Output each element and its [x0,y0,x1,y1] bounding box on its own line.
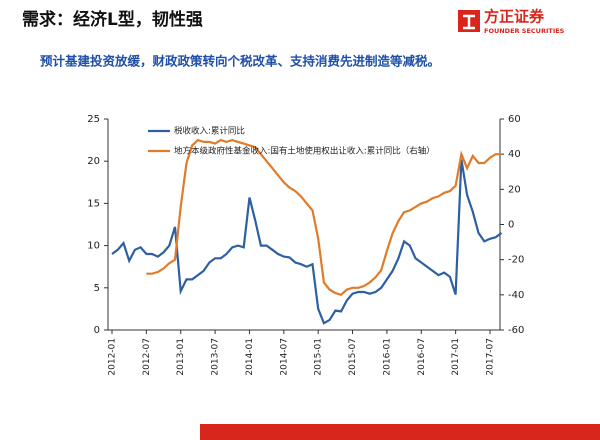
y-tick-label: 0 [94,325,100,336]
logo-glyph [463,14,475,30]
logo-en: FOUNDER SECURITIES [484,27,565,35]
x-tick-label: 2013-01 [176,338,186,376]
series-line [146,138,502,297]
x-tick-label: 2015-07 [348,338,358,376]
y2-tick-label: 40 [508,149,521,160]
y-tick-label: 5 [94,283,100,294]
legend-label: 地方本级政府性基金收入:国有土地使用权出让收入:累计同比（右轴） [174,146,435,157]
slide-title: 需求：经济L型，韧性强 [22,9,203,30]
x-tick-label: 2017-07 [486,338,496,376]
x-tick-label: 2012-01 [108,338,118,376]
subtitle: 预计基建投资放缓，财政政策转向个税改革、支持消费先进制造等减税。 [40,54,440,69]
x-tick-label: 2014-07 [279,338,289,376]
x-tick-label: 2017-01 [451,338,461,376]
footer-bar [200,424,600,440]
y2-tick-label: -60 [508,325,524,336]
y-tick-label: 15 [87,198,100,209]
y-tick-label: 25 [87,114,100,125]
logo-cn: 方正证券 [484,8,545,26]
series-line [111,159,503,325]
x-tick-label: 2016-01 [382,338,392,376]
x-tick-label: 2015-01 [314,338,324,376]
x-tick-label: 2013-07 [211,338,221,376]
y2-tick-label: 0 [508,220,514,231]
x-tick-label: 2016-07 [417,338,427,376]
x-tick-label: 2014-01 [245,338,255,376]
y2-tick-label: 20 [508,184,521,195]
y2-tick-label: 60 [508,114,521,125]
y-tick-label: 20 [87,156,100,167]
y2-tick-label: -20 [508,255,524,266]
y2-tick-label: -40 [508,290,524,301]
legend-label: 税收收入:累计同比 [174,126,245,137]
x-tick-label: 2012-07 [142,338,152,376]
y-tick-label: 10 [87,241,100,252]
